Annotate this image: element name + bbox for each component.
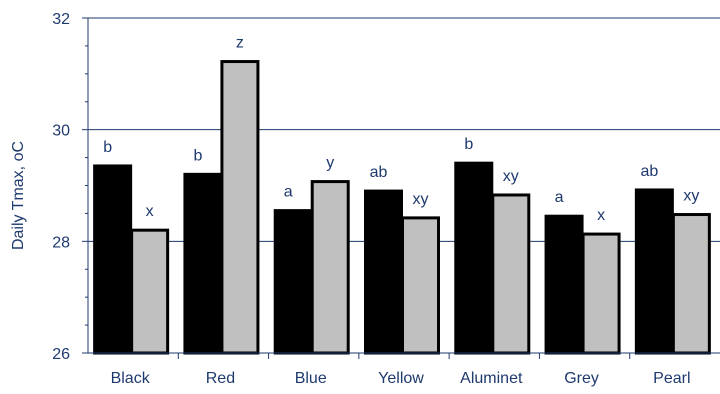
bar-red-series-1 — [183, 172, 223, 355]
significance-label: y — [326, 155, 334, 172]
significance-label: x — [146, 203, 154, 220]
significance-label: a — [284, 184, 293, 201]
x-category-label: Aluminet — [460, 370, 523, 387]
significance-label: a — [555, 189, 564, 206]
x-category-label: Pearl — [653, 370, 690, 387]
y-tick-label: 30 — [52, 123, 70, 140]
axes — [82, 17, 720, 359]
y-tick-label: 26 — [52, 346, 70, 363]
significance-label: z — [236, 35, 244, 52]
significance-label: ab — [640, 163, 658, 180]
bar-grey-series-1 — [544, 214, 584, 355]
bar-black-series-2 — [130, 228, 170, 355]
bars — [93, 60, 711, 355]
significance-label: x — [597, 207, 605, 224]
bar-red-series-2 — [220, 60, 260, 355]
x-category-label: Black — [111, 370, 151, 387]
significance-label: b — [193, 147, 202, 164]
significance-label: b — [103, 139, 112, 156]
bar-yellow-series-1 — [364, 189, 403, 355]
bar-aluminet-series-2 — [491, 193, 531, 355]
x-category-label: Grey — [564, 370, 599, 387]
bar-black-series-1 — [93, 164, 133, 355]
gridlines — [88, 17, 720, 242]
significance-label: xy — [683, 188, 699, 205]
significance-label: ab — [370, 164, 388, 181]
x-category-label: Blue — [295, 370, 327, 387]
y-tick-label: 32 — [52, 11, 70, 28]
x-category-label: Yellow — [378, 370, 424, 387]
bar-pearl-series-1 — [634, 188, 674, 355]
significance-label: xy — [503, 168, 519, 185]
significance-label: xy — [413, 191, 429, 208]
y-axis-title: Daily Tmax, oC — [10, 141, 27, 250]
bar-blue-series-1 — [273, 209, 313, 355]
labels: 26 28 30 32 b x Black b z Red a y Blue ab xy Yellow b xy A… — [10, 11, 699, 387]
x-category-label: Red — [206, 370, 235, 387]
bar-yellow-series-2 — [401, 216, 440, 355]
bar-blue-series-2 — [310, 180, 350, 355]
significance-label: b — [464, 136, 473, 153]
bar-aluminet-series-1 — [454, 161, 494, 355]
bar-grey-series-2 — [581, 232, 621, 355]
y-tick-label: 28 — [52, 234, 70, 251]
bar-pearl-series-2 — [671, 213, 711, 355]
